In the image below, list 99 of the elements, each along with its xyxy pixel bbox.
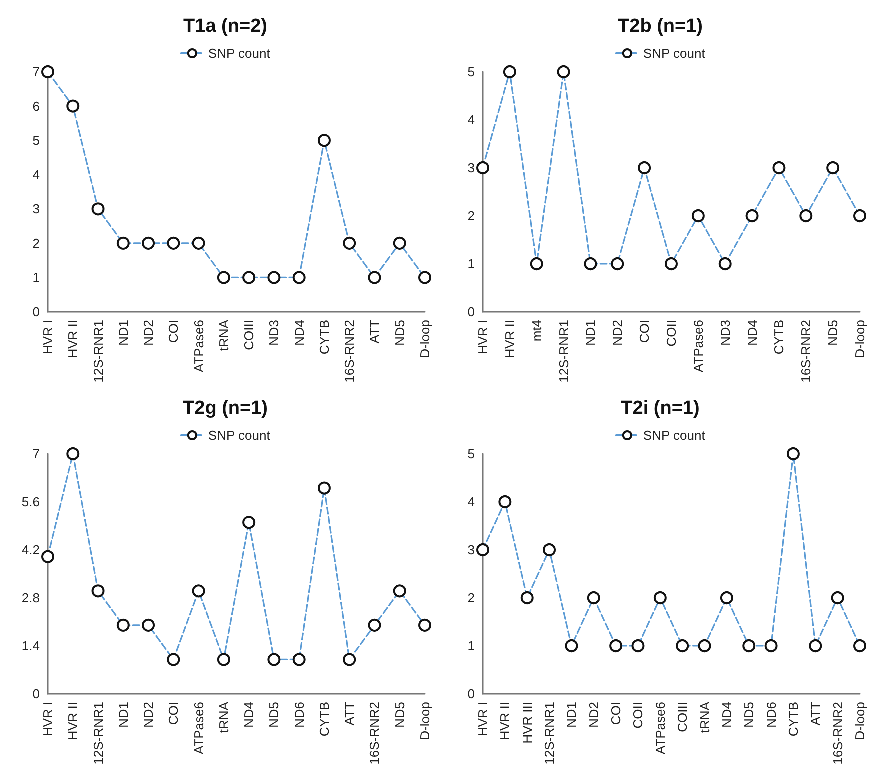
- x-tick-label: COII: [664, 320, 679, 347]
- y-tick-label: 1: [468, 638, 475, 654]
- x-tick-label: ND2: [610, 320, 626, 346]
- x-tick-label: ND2: [586, 702, 602, 728]
- x-tick-label: D-loop: [852, 702, 868, 740]
- x-tick-label: ND1: [116, 320, 131, 346]
- x-tick-label: ATPase6: [191, 320, 206, 373]
- x-tick-label: HVR I: [40, 320, 56, 355]
- y-tick-label: 5.6: [22, 494, 40, 510]
- legend-label: SNP count: [643, 428, 706, 443]
- x-tick-label: ND4: [242, 702, 257, 728]
- x-tick-label: 16S-RNR2: [342, 320, 358, 383]
- legend-label: SNP count: [208, 46, 271, 61]
- x-tick-label: 12S-RNR1: [90, 320, 106, 383]
- x-tick-label: ND6: [292, 702, 307, 728]
- y-tick-label: 2: [468, 590, 475, 606]
- x-tick-label: HVR I: [476, 320, 490, 355]
- chart-title: T2g (n=1): [183, 398, 268, 419]
- x-tick-label: HVR II: [502, 320, 518, 358]
- x-tick-label: COI: [166, 320, 182, 344]
- y-tick-label: 5: [32, 133, 40, 148]
- x-tick-label: ND4: [719, 702, 734, 728]
- y-tick-label: 2: [32, 236, 40, 251]
- x-tick-label: ATPase6: [690, 320, 706, 373]
- x-tick-label: ATPase6: [191, 702, 206, 755]
- x-tick-label: HVR III: [520, 702, 535, 744]
- chart-title: T2i (n=1): [621, 398, 700, 419]
- x-tick-label: mt4: [529, 320, 544, 342]
- x-tick-label: CYTB: [786, 702, 801, 737]
- x-tick-label: HVR II: [498, 702, 513, 740]
- x-tick-label: HVR I: [40, 702, 56, 737]
- x-tick-label: ND1: [564, 702, 580, 728]
- x-tick-label: ND5: [826, 320, 841, 346]
- x-tick-label: D-loop: [418, 702, 432, 740]
- x-tick-label: ND3: [718, 320, 733, 346]
- y-tick-label: 2.8: [22, 590, 40, 606]
- y-tick-label: 0: [32, 304, 40, 320]
- y-tick-label: 4: [468, 494, 475, 510]
- y-tick-label: 7: [32, 446, 40, 462]
- y-tick-label: 3: [468, 542, 475, 558]
- x-tick-label: COIII: [242, 320, 257, 350]
- x-tick-label: D-loop: [852, 320, 868, 358]
- x-tick-label: ND5: [392, 702, 408, 728]
- x-tick-label: ND3: [266, 320, 282, 346]
- y-tick-label: 2: [468, 208, 475, 224]
- x-tick-label: ND4: [744, 320, 760, 346]
- y-tick-label: 1: [32, 270, 40, 286]
- y-tick-label: 6: [32, 98, 40, 114]
- x-tick-label: 16S-RNR2: [830, 702, 846, 765]
- chart-title: T1a (n=2): [184, 16, 268, 37]
- y-tick-label: 5: [468, 64, 475, 80]
- x-tick-label: ND1: [583, 320, 598, 346]
- x-tick-label: CYTB: [772, 320, 787, 355]
- x-tick-label: ATT: [808, 702, 824, 726]
- legend-label: SNP count: [643, 46, 706, 61]
- x-tick-label: ND6: [764, 702, 779, 728]
- x-tick-label: 12S-RNR1: [556, 320, 572, 383]
- x-tick-label: CYTB: [316, 702, 332, 737]
- chart-title: T2b (n=1): [618, 16, 703, 37]
- x-tick-label: tRNA: [697, 702, 712, 734]
- x-tick-label: CYTB: [316, 320, 332, 355]
- x-tick-label: ATT: [342, 702, 358, 726]
- x-tick-label: HVR II: [66, 702, 81, 740]
- x-tick-label: 16S-RNR2: [367, 702, 382, 765]
- y-tick-label: 7: [32, 64, 40, 80]
- x-tick-label: ND5: [742, 702, 757, 728]
- x-tick-label: COII: [630, 702, 646, 729]
- y-tick-label: 0: [468, 686, 475, 702]
- y-tick-label: 3: [32, 202, 40, 217]
- x-tick-label: 16S-RNR2: [798, 320, 814, 383]
- x-tick-label: COI: [166, 702, 182, 726]
- x-tick-label: HVR II: [66, 320, 81, 358]
- y-tick-label: 5: [468, 446, 475, 462]
- y-tick-label: 1.4: [22, 638, 40, 654]
- x-tick-label: 12S-RNR1: [542, 702, 558, 765]
- y-tick-label: 4: [32, 167, 40, 182]
- x-tick-label: ATPase6: [652, 702, 668, 755]
- x-tick-label: tRNA: [216, 702, 232, 734]
- y-tick-label: 4.2: [22, 542, 40, 558]
- x-tick-label: HVR I: [476, 702, 490, 737]
- y-tick-label: 0: [468, 304, 475, 320]
- y-tick-label: 0: [32, 686, 40, 702]
- x-tick-label: ND5: [392, 320, 408, 346]
- x-tick-label: ND1: [116, 702, 131, 728]
- y-tick-label: 1: [468, 256, 475, 272]
- x-tick-label: ND4: [292, 320, 307, 346]
- x-tick-label: tRNA: [216, 320, 232, 352]
- x-tick-label: ND2: [141, 702, 156, 728]
- x-tick-label: ND5: [266, 702, 282, 728]
- x-tick-label: COI: [637, 320, 652, 344]
- x-tick-label: COI: [608, 702, 624, 726]
- y-tick-label: 4: [468, 112, 475, 128]
- x-tick-label: COIII: [675, 702, 690, 732]
- x-tick-label: D-loop: [418, 320, 432, 358]
- y-tick-label: 3: [468, 160, 475, 176]
- x-tick-label: 12S-RNR1: [90, 702, 106, 765]
- x-tick-label: ATT: [367, 320, 382, 344]
- legend-label: SNP count: [208, 428, 271, 443]
- x-tick-label: ND2: [141, 320, 156, 346]
